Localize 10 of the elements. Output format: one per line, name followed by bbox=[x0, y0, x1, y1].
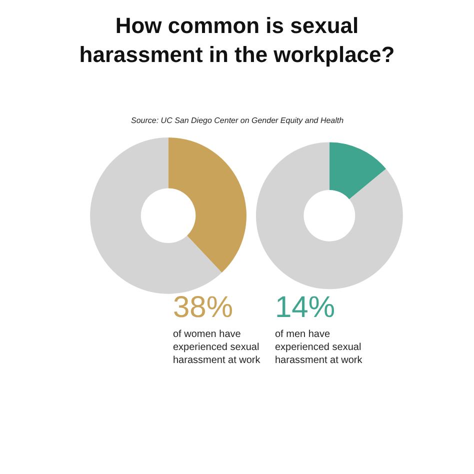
donut-slice bbox=[329, 142, 386, 200]
chart-title: How common is sexual harassment in the workplace? bbox=[79, 13, 395, 67]
source-note: Source: UC San Diego Center on Gender Equity and Health bbox=[131, 116, 344, 125]
donut-slice bbox=[90, 137, 222, 294]
donut-slice bbox=[256, 142, 403, 290]
donut-slice bbox=[168, 137, 246, 273]
text: 14% bbox=[275, 291, 336, 324]
text: 38% bbox=[173, 291, 234, 324]
text: of women have experienced sexual harassment at work bbox=[173, 329, 262, 366]
text: of men have experienced sexual harassment at work bbox=[275, 329, 364, 366]
